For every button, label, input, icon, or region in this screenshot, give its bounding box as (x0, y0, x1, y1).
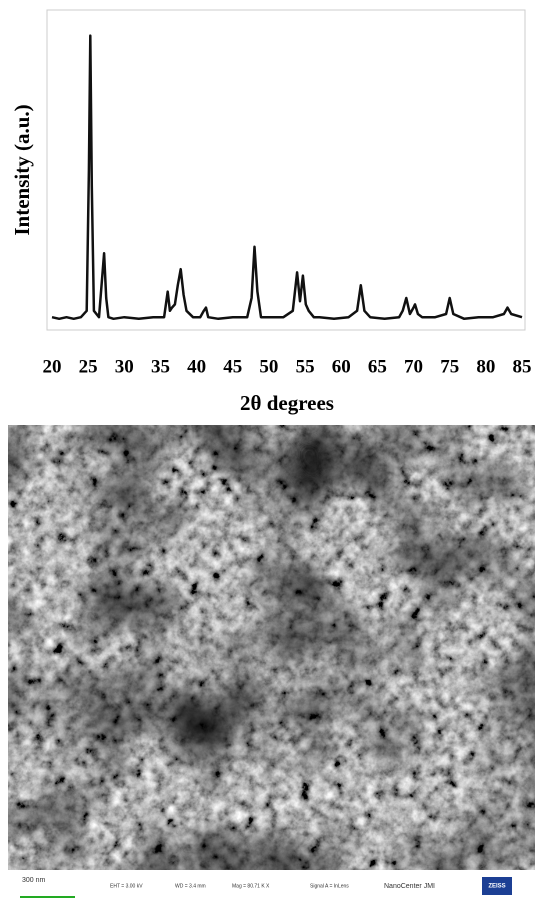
info-text: Mag = 80.71 K X (232, 883, 270, 889)
x-axis-label: 2θ degrees (240, 391, 334, 415)
x-tick-label: 60 (332, 356, 351, 377)
scale-label: 300 nm (22, 877, 46, 884)
x-tick-label: 40 (187, 356, 206, 377)
x-tick-label: 35 (151, 356, 170, 377)
sem-image (8, 425, 535, 870)
x-tick-label: 45 (223, 356, 242, 377)
x-tick-label: 55 (296, 356, 315, 377)
info-bar (8, 870, 535, 908)
x-tick-label: 20 (43, 356, 62, 377)
page: Intensity (a.u.) 2θ degrees 300 nm EHT =… (0, 0, 537, 910)
x-tick-label: 85 (513, 356, 532, 377)
x-tick-label: 50 (259, 356, 278, 377)
x-tick-label: 30 (115, 356, 134, 377)
info-text: WD = 3.4 mm (175, 883, 206, 889)
info-text: Signal A = InLens (310, 883, 349, 889)
info-text: EHT = 3.00 kV (110, 883, 143, 889)
x-tick-label: 70 (404, 356, 423, 377)
x-tick-label: 75 (440, 356, 459, 377)
x-tick-label: 25 (79, 356, 98, 377)
info-text: NanoCenter JMI (384, 883, 435, 890)
x-tick-label: 65 (368, 356, 387, 377)
figure: Intensity (a.u.) 2θ degrees 300 nm EHT =… (0, 0, 537, 910)
x-tick-label: 80 (476, 356, 495, 377)
y-axis-label: Intensity (a.u.) (10, 104, 34, 235)
plot-frame (47, 10, 525, 330)
sem-shadows (8, 425, 535, 870)
logo: ZEISS (488, 884, 505, 890)
